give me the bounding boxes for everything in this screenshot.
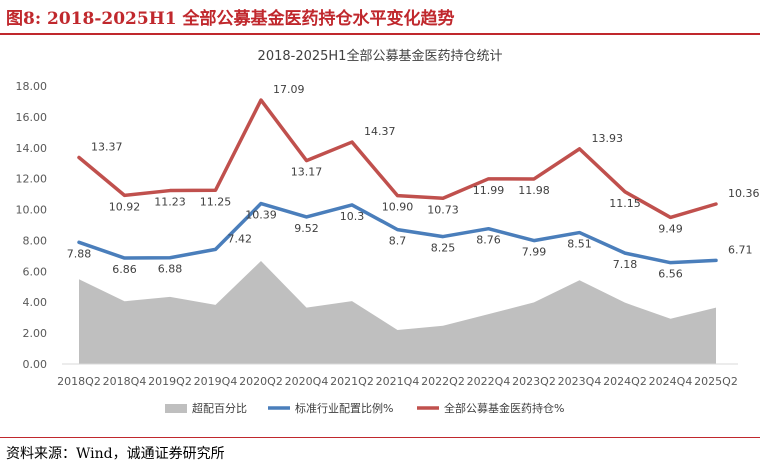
series-area <box>79 260 716 364</box>
data-label: 8.76 <box>476 234 501 247</box>
y-tick-label: 16.00 <box>16 111 48 124</box>
data-label: 9.52 <box>294 222 319 235</box>
legend-label: 标准行业配置比例% <box>295 401 393 415</box>
data-label: 8.25 <box>431 242 456 255</box>
legend-swatch <box>165 404 187 413</box>
x-axis: 2018Q2 2018Q4 2019Q2 2019Q4 2020Q2 2020Q4 2021… <box>57 363 738 388</box>
data-label: 13.17 <box>291 166 323 179</box>
x-tick-label: 2019Q2 <box>148 375 192 388</box>
data-label: 6.86 <box>112 263 137 276</box>
data-label: 6.88 <box>158 263 183 276</box>
data-label: 10.39 <box>245 209 277 222</box>
data-label: 8.51 <box>567 238 592 251</box>
data-label: 7.18 <box>613 258 638 271</box>
data-label: 7.42 <box>228 232 253 245</box>
x-tick-label: 2024Q4 <box>649 375 693 388</box>
data-label: 10.73 <box>427 203 459 216</box>
data-label: 13.37 <box>91 141 123 154</box>
x-tick-label: 2021Q4 <box>376 375 420 388</box>
data-label: 6.71 <box>728 243 753 256</box>
data-label: 8.7 <box>389 235 407 248</box>
legend-label: 全部公募基金医药持仓% <box>444 401 564 415</box>
y-tick-label: 12.00 <box>16 173 48 186</box>
data-label: 11.15 <box>609 197 641 210</box>
data-label: 6.56 <box>658 268 683 281</box>
legend-label: 超配百分比 <box>192 401 247 415</box>
x-tick-label: 2021Q2 <box>330 375 374 388</box>
data-label: 13.93 <box>592 132 624 145</box>
x-tick-label: 2023Q2 <box>512 375 556 388</box>
x-tick-label: 2024Q2 <box>603 375 647 388</box>
x-tick-label: 2019Q4 <box>194 375 238 388</box>
x-tick-label: 2022Q2 <box>421 375 465 388</box>
y-tick-label: 10.00 <box>16 204 48 217</box>
x-tick-label: 2018Q4 <box>103 375 147 388</box>
data-label: 10.36 <box>728 187 760 200</box>
source-note: 资料来源：Wind，诚通证券研究所 <box>6 446 225 462</box>
x-tick-label: 2025Q2 <box>694 375 738 388</box>
y-axis: 0.00 2.00 4.00 6.00 8.00 10.00 12.00 14.00 16.00… <box>16 80 48 371</box>
y-tick-label: 8.00 <box>23 234 48 247</box>
x-tick-label: 2020Q4 <box>285 375 329 388</box>
y-tick-label: 18.00 <box>16 80 48 93</box>
data-label: 7.99 <box>522 246 547 259</box>
y-tick-label: 2.00 <box>23 327 48 340</box>
x-tick-label: 2022Q4 <box>467 375 511 388</box>
plot-area: 7.88 6.86 6.88 7.42 10.39 9.52 10.3 8.7 8.25 8.76… <box>67 83 760 364</box>
source-rule <box>0 437 760 438</box>
data-label: 11.23 <box>154 196 186 209</box>
data-label: 10.3 <box>340 210 365 223</box>
data-label: 11.98 <box>518 184 550 197</box>
chart-title: 2018-2025H1全部公募基金医药持仓统计 <box>258 48 503 64</box>
x-tick-label: 2018Q2 <box>57 375 101 388</box>
legend: 超配百分比 标准行业配置比例% 全部公募基金医药持仓% <box>165 401 564 415</box>
title-rule <box>0 33 760 35</box>
chart: 2018-2025H1全部公募基金医药持仓统计 0.00 2.00 4.00 6.00… <box>16 48 760 415</box>
data-label: 10.90 <box>382 201 414 214</box>
figure-title: 图8: 2018-2025H1 全部公募基金医药持仓水平变化趋势 <box>6 9 455 29</box>
y-tick-label: 6.00 <box>23 265 48 278</box>
y-tick-label: 14.00 <box>16 142 48 155</box>
data-label: 7.88 <box>67 247 92 260</box>
x-tick-label: 2020Q2 <box>239 375 283 388</box>
data-label: 10.92 <box>109 200 141 213</box>
data-label: 11.99 <box>473 184 505 197</box>
x-tick-label: 2023Q4 <box>558 375 602 388</box>
data-label: 9.49 <box>658 222 683 235</box>
data-label: 11.25 <box>200 195 232 208</box>
data-label: 14.37 <box>364 125 396 138</box>
y-tick-label: 0.00 <box>23 358 48 371</box>
data-label: 17.09 <box>273 83 305 96</box>
y-tick-label: 4.00 <box>23 296 48 309</box>
